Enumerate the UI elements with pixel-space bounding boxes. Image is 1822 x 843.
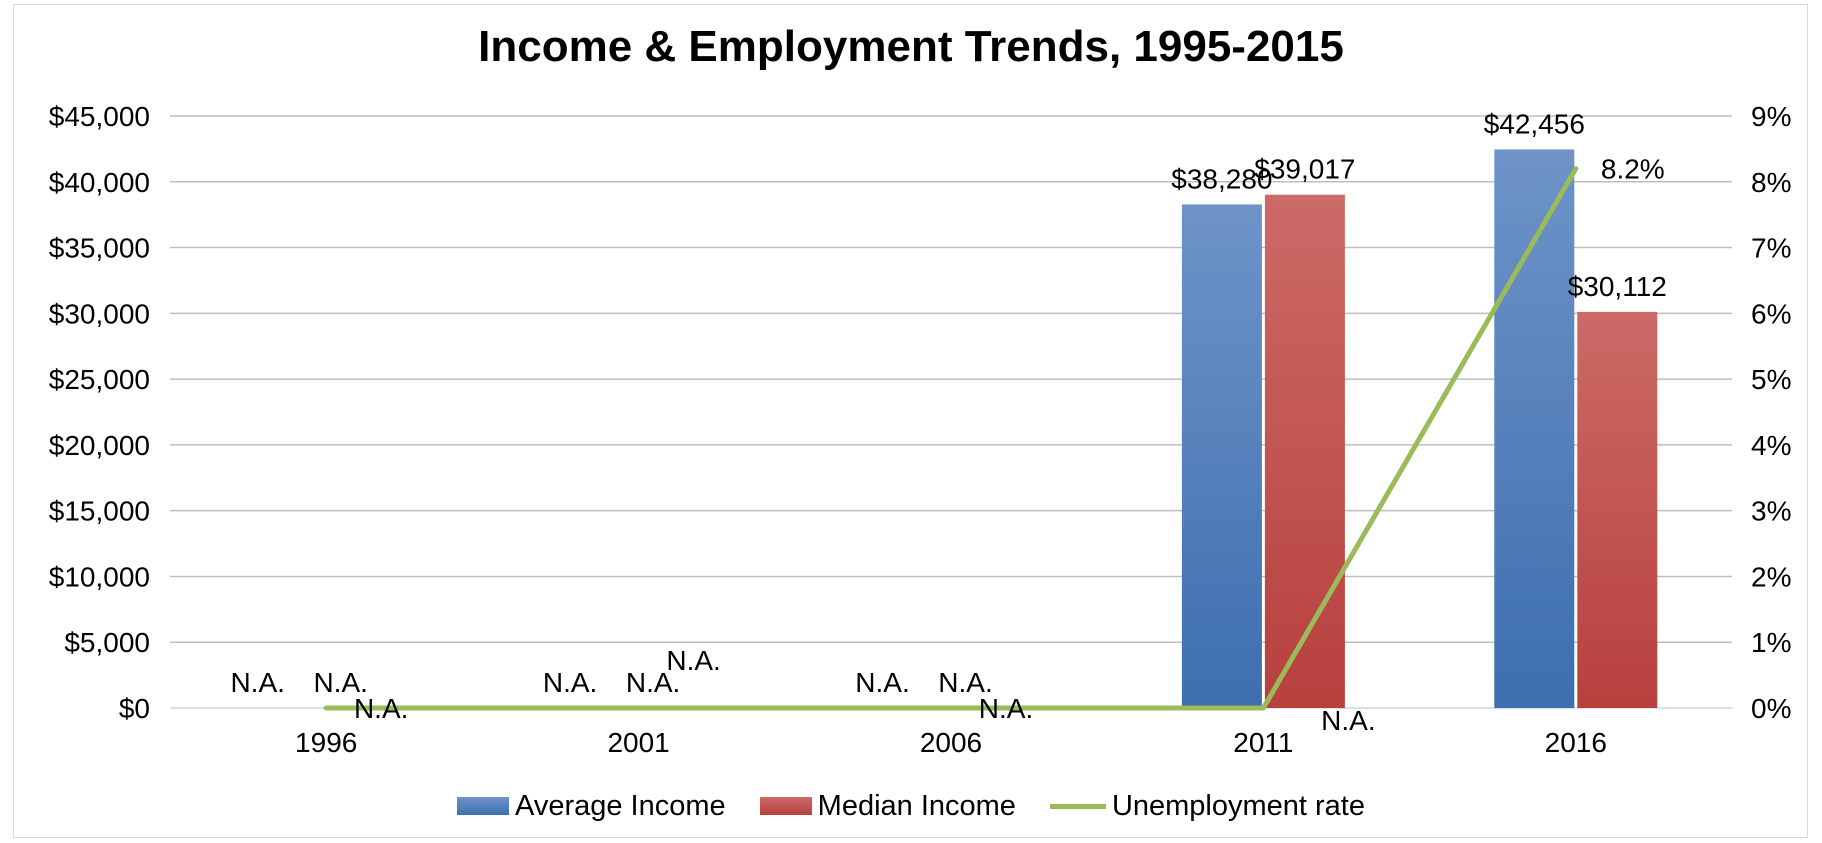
data-label: N.A. (979, 693, 1033, 724)
y-left-tick-label: $35,000 (49, 233, 150, 264)
bar-average-income (1494, 149, 1575, 709)
y-right-tick-label: 8% (1751, 167, 1791, 198)
legend-label-unemployment-rate: Unemployment rate (1111, 789, 1365, 822)
data-label: N.A. (1321, 705, 1375, 736)
bar-median-income (1577, 311, 1658, 708)
y-right-tick-label: 4% (1751, 430, 1791, 461)
data-label: N.A. (313, 667, 367, 698)
x-tick-label: 2016 (1545, 727, 1607, 758)
legend-swatch-average-income (457, 797, 509, 815)
legend-swatch-median-income (759, 797, 812, 815)
chart-title: Income & Employment Trends, 1995-2015 (478, 22, 1344, 71)
y-left-tick-label: $25,000 (49, 364, 150, 395)
data-label: N.A. (855, 667, 909, 698)
legend-swatch-unemployment-rate (1049, 803, 1106, 809)
data-label: $30,112 (1568, 271, 1667, 302)
y-right-tick-label: 7% (1751, 233, 1791, 264)
data-label: N.A. (938, 667, 992, 698)
x-tick-label: 2011 (1233, 727, 1293, 758)
y-left-tick-label: $45,000 (49, 101, 150, 132)
x-tick-label: 2001 (607, 727, 669, 758)
data-label: N.A. (230, 667, 284, 698)
y-left-tick-label: $30,000 (49, 298, 150, 329)
legend-label-average-income: Average Income (515, 789, 726, 822)
y-left-tick-label: $40,000 (49, 167, 150, 198)
y-left-tick-label: $5,000 (64, 627, 150, 658)
y-left-tick-label: $20,000 (49, 430, 150, 461)
y-left-tick-label: $10,000 (49, 561, 150, 592)
y-right-tick-label: 2% (1751, 561, 1791, 592)
y-right-tick-label: 9% (1751, 101, 1791, 132)
y-left-tick-label: $15,000 (49, 496, 150, 527)
data-label: 8.2% (1601, 154, 1665, 185)
line-unemployment-rate (323, 166, 1579, 711)
data-label: $38,280 (1171, 163, 1272, 194)
data-label: $42,456 (1484, 108, 1585, 139)
data-label: N.A. (543, 667, 597, 698)
legend-item-unemployment-rate: Unemployment rate (1049, 789, 1365, 823)
legend-item-median-income: Median Income (759, 789, 1016, 823)
y-left-tick-label: $0 (119, 693, 150, 724)
data-label: N.A. (666, 645, 720, 676)
data-label: N.A. (626, 667, 680, 698)
data-label: N.A. (354, 693, 408, 724)
bar-average-income (1181, 204, 1262, 708)
x-tick-label: 2006 (920, 727, 982, 758)
y-right-tick-label: 3% (1751, 496, 1791, 527)
y-right-tick-label: 5% (1751, 364, 1791, 395)
legend-label-median-income: Median Income (817, 789, 1016, 822)
y-right-tick-label: 6% (1751, 298, 1791, 329)
legend-item-average-income: Average Income (457, 790, 726, 823)
bar-median-income (1264, 194, 1345, 708)
y-right-tick-label: 0% (1751, 693, 1791, 724)
data-label: $39,017 (1254, 154, 1355, 185)
y-right-tick-label: 1% (1751, 627, 1791, 658)
x-tick-label: 1996 (295, 727, 357, 758)
legend: Average Income Median Income Unemploymen… (0, 786, 1822, 826)
